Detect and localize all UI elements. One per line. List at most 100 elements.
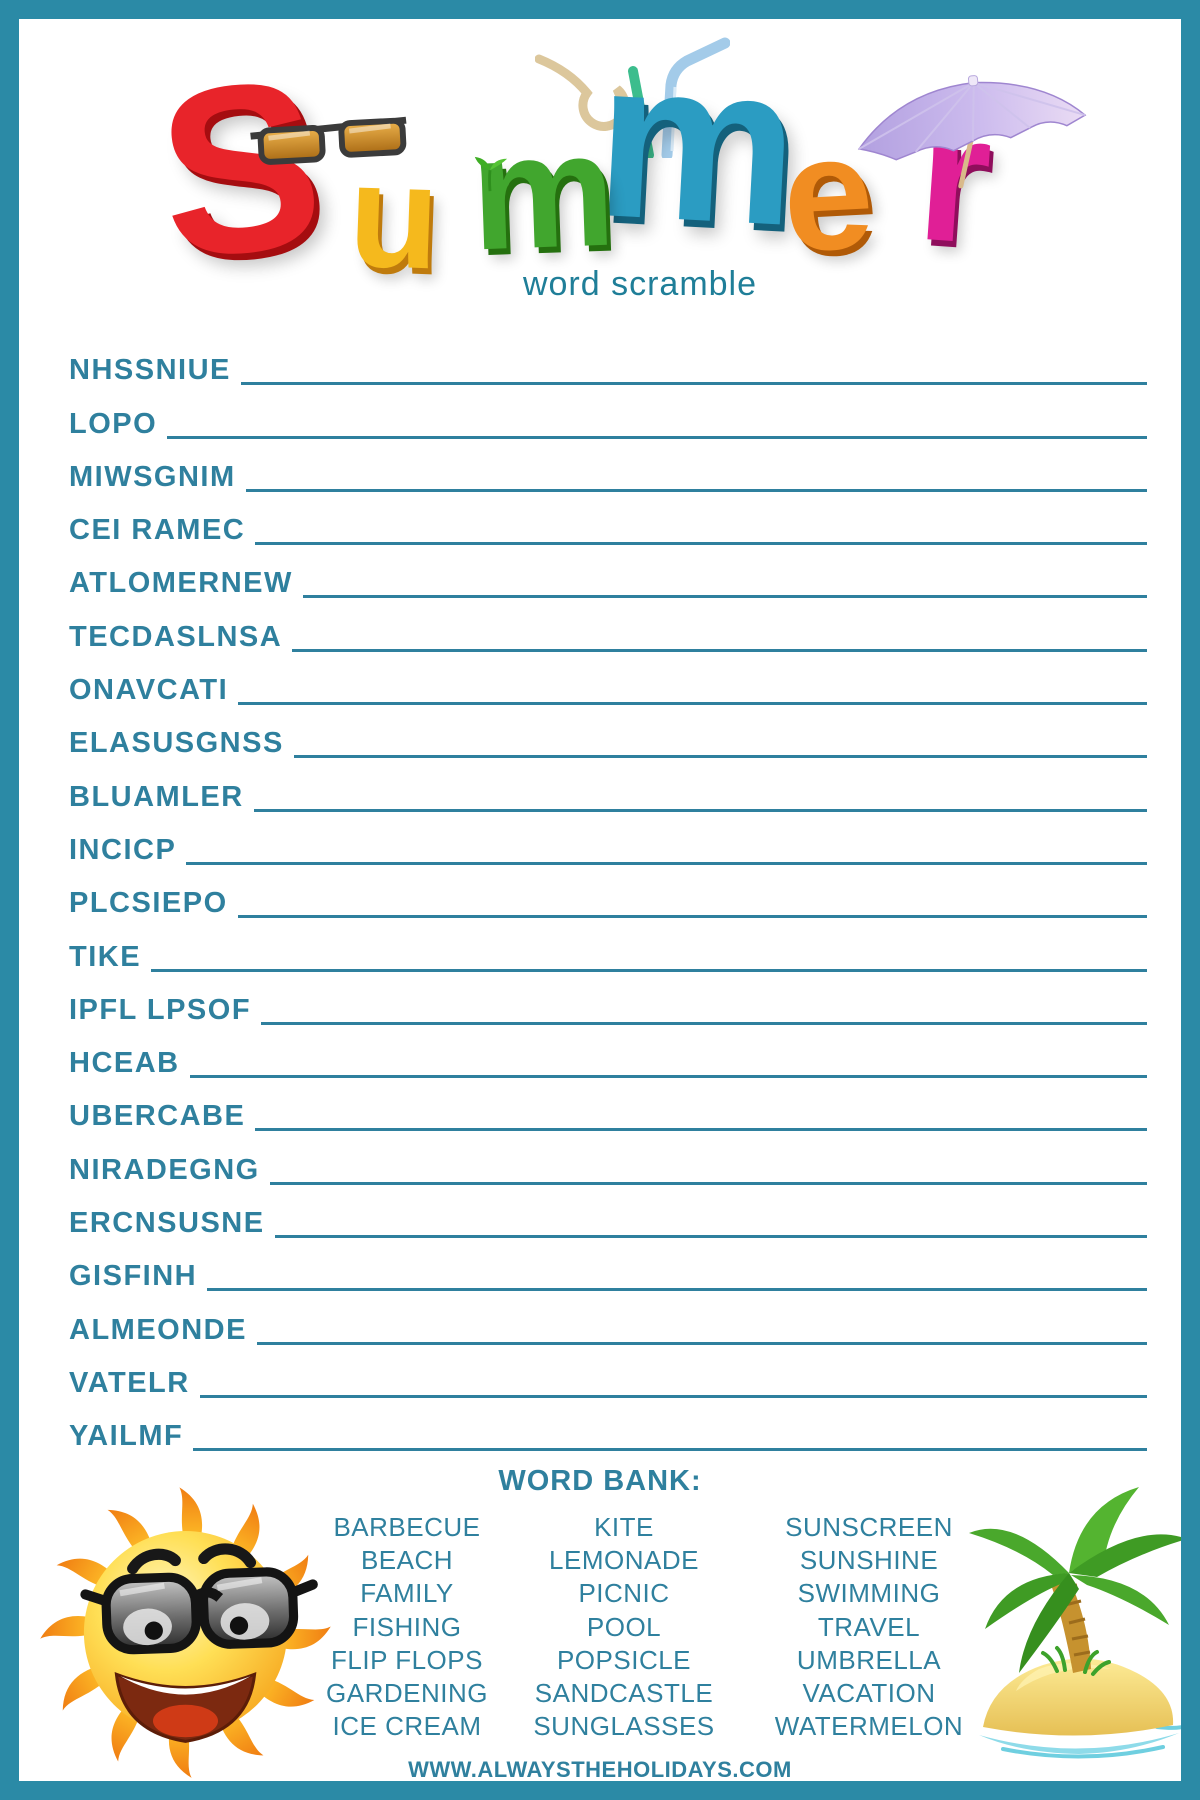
answer-line [253,808,1147,812]
answer-line [292,648,1147,652]
scrambled-word: ONAVCATI [69,674,229,707]
scrambled-word: BLUAMLER [69,780,244,813]
answer-line [261,1021,1147,1025]
title-letter-s: S [147,29,334,310]
word-bank-item: FLIP FLOPS [331,1644,483,1675]
answer-line [238,702,1147,706]
word-bank-item: POOL [586,1611,662,1642]
word-bank-item: VACATION [802,1678,936,1709]
scrambled-word: MIWSGNIM [69,460,236,493]
scrambled-word: IPFL LPSOF [69,993,252,1026]
scrambled-word: YAILMF [69,1420,184,1453]
sun-sunglasses [80,1567,318,1655]
word-bank-item: GARDENING [326,1678,488,1709]
sunglasses-icon [250,116,407,165]
word-bank-item: SWIMMING [797,1578,941,1609]
scramble-row: TIKE [69,924,1147,977]
answer-line [167,435,1147,439]
scramble-row: ALMEONDE [69,1297,1147,1350]
scramble-row: MIWSGNIM [69,445,1147,498]
answer-line [256,1341,1147,1345]
answer-line [274,1235,1147,1239]
answer-line [186,861,1147,865]
word-bank-heading: WORD BANK: [498,1465,702,1497]
scrambled-word: LOPO [69,407,158,440]
scramble-row: GISFINH [69,1244,1147,1297]
word-bank-item: SUNSHINE [799,1545,939,1576]
scrambled-word: ATLOMERNEW [69,567,293,600]
smiling-sun-illustration [40,1487,331,1778]
word-bank-column-1: BARBECUE BEACH FAMILY FISHING FLIP FLOPS… [287,1511,527,1743]
scramble-row: ATLOMERNEW [69,551,1147,604]
scrambled-word: NHSSNIUE [69,354,231,387]
scrambled-word: HCEAB [69,1047,180,1080]
scrambled-word: PLCSIEPO [69,887,228,920]
answer-line [240,382,1147,386]
header: S u m m e r [19,19,1181,324]
scramble-row: HCEAB [69,1031,1147,1084]
scrambled-word: VATELR [69,1366,190,1399]
word-bank-item: KITE [594,1512,654,1542]
answer-line [199,1394,1147,1398]
answer-line [302,595,1147,599]
scramble-row: INCICP [69,818,1147,871]
scramble-row: NIRADEGNG [69,1137,1147,1190]
word-bank-item: LEMONADE [549,1545,699,1576]
word-bank-item: FAMILY [360,1578,454,1609]
word-bank-column-2: KITE LEMONADE PICNIC POOL POPSICLE SANDC… [509,1511,739,1743]
scrambled-word: ALMEONDE [69,1313,247,1346]
cocktail-umbrella-icon [857,75,1087,189]
scrambled-word: GISFINH [69,1260,198,1293]
scramble-row: BLUAMLER [69,764,1147,817]
scramble-row: NHSSNIUE [69,338,1147,391]
scramble-row: ONAVCATI [69,658,1147,711]
word-bank-item: POPSICLE [556,1644,692,1675]
answer-line [255,1128,1147,1132]
word-bank-item: BARBECUE [333,1512,481,1542]
answer-line [189,1075,1147,1079]
scramble-row: LOPO [69,391,1147,444]
scramble-row: UBERCABE [69,1084,1147,1137]
scramble-row: TECDASLNSA [69,604,1147,657]
scramble-row: VATELR [69,1351,1147,1404]
scramble-row: YAILMF [69,1404,1147,1457]
answer-line [293,755,1147,759]
answer-line [193,1448,1147,1452]
sprout-leaf-icon [474,156,508,192]
scrambled-word: CEI RAMEC [69,514,246,547]
answer-line [269,1181,1147,1185]
worksheet-subtitle: word scramble [522,265,758,303]
word-bank-item: UMBRELLA [796,1644,942,1675]
scramble-row: ELASUSGNSS [69,711,1147,764]
answer-line [245,488,1147,492]
word-bank-item: SANDCASTLE [534,1678,714,1709]
scrambled-word: TIKE [69,940,142,973]
scrambled-word: ELASUSGNSS [69,727,284,760]
answer-line [237,915,1147,919]
scrambled-word: TECDASLNSA [69,620,283,653]
title-letter-m2: m [590,9,805,274]
word-bank-item: SUNSCREEN [785,1512,953,1542]
scramble-row: IPFL LPSOF [69,978,1147,1031]
word-bank-item: WATERMELON [774,1711,964,1742]
word-bank-item: TRAVEL [817,1611,921,1642]
answer-line [255,542,1147,546]
scrambled-word: NIRADEGNG [69,1153,260,1186]
word-bank-item: FISHING [352,1611,462,1642]
scrambled-word: ERCNSUSNE [69,1207,265,1240]
word-bank-item: PICNIC [578,1578,670,1609]
word-bank-item: ICE CREAM [332,1711,482,1742]
drinking-straws-icon [535,37,730,158]
word-bank-column-3: SUNSCREEN SUNSHINE SWIMMING TRAVEL UMBRE… [749,1511,989,1743]
scramble-row: ERCNSUSNE [69,1191,1147,1244]
answer-line [151,968,1147,972]
scramble-list: NHSSNIUE LOPO MIWSGNIM CEI RAMEC ATLOMER… [69,338,1147,1457]
word-bank-item: SUNGLASSES [533,1711,715,1742]
scramble-row: CEI RAMEC [69,498,1147,551]
palm-tree-island-illustration [969,1487,1181,1759]
answer-line [207,1288,1147,1292]
site-url: WWW.ALWAYSTHEHOLIDAYS.COM [408,1757,792,1782]
word-bank-item: BEACH [360,1545,454,1576]
scramble-row: PLCSIEPO [69,871,1147,924]
